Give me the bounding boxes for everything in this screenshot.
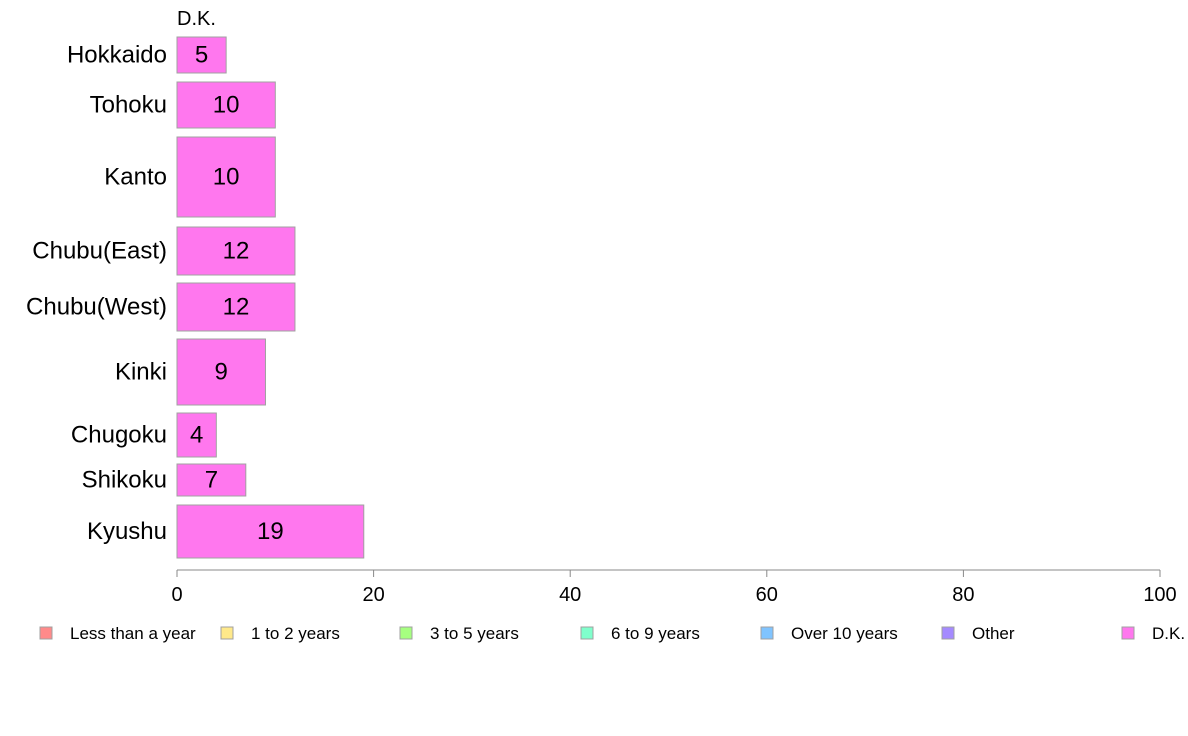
category-label: Hokkaido (67, 42, 167, 69)
category-label: Kinki (115, 359, 167, 386)
bar (176, 226, 296, 276)
category-label: Chubu(East) (32, 238, 167, 265)
bar-value-label: 12 (223, 294, 250, 321)
legend-label: D.K. (1152, 624, 1185, 643)
series-header: D.K. (177, 8, 216, 30)
x-tick-label: 0 (171, 584, 182, 606)
legend-label: Less than a year (70, 624, 196, 643)
x-axis-ticks: 0 20 40 60 80 100 (171, 570, 1177, 606)
bar-value-label: 4 (190, 422, 203, 449)
x-tick-label: 100 (1143, 584, 1176, 606)
bar-value-label: 10 (213, 164, 240, 191)
legend-swatch (39, 626, 53, 640)
bars-layer: Hokkaido 5 Tohoku 10 Kanto 10 Chubu(East) 12 Chu… (26, 36, 365, 559)
legend-swatch (399, 626, 413, 640)
legend-swatch (760, 626, 774, 640)
bar (176, 136, 276, 218)
legend-swatch (220, 626, 234, 640)
bar (176, 504, 365, 559)
bar-value-label: 12 (223, 238, 250, 265)
category-label: Kanto (104, 164, 167, 191)
bar (176, 36, 227, 74)
bar-value-label: 19 (257, 518, 284, 545)
bar-value-label: 5 (195, 42, 208, 69)
category-label: Chubu(West) (26, 294, 167, 321)
category-label: Kyushu (87, 518, 167, 545)
bar (176, 282, 296, 332)
bar (176, 412, 217, 458)
bar-value-label: 9 (215, 359, 228, 386)
legend-label: Other (972, 624, 1015, 643)
legend-swatch (580, 626, 594, 640)
x-tick-label: 40 (559, 584, 581, 606)
x-tick-label: 20 (362, 584, 384, 606)
bar (176, 81, 276, 129)
category-label: Tohoku (90, 92, 167, 119)
legend-label: Over 10 years (791, 624, 898, 643)
legend-swatch (941, 626, 955, 640)
bar-value-label: 10 (213, 92, 240, 119)
legend-swatch (1121, 626, 1135, 640)
bar-value-label: 7 (205, 467, 218, 494)
legend-label: 3 to 5 years (430, 624, 519, 643)
x-tick-label: 80 (952, 584, 974, 606)
category-label: Shikoku (82, 467, 167, 494)
category-label: Chugoku (71, 422, 167, 449)
bar (176, 338, 266, 406)
bar (176, 463, 247, 497)
legend: Less than a year 1 to 2 years 3 to 5 years… (39, 624, 1185, 643)
legend-label: 1 to 2 years (251, 624, 340, 643)
legend-label: 6 to 9 years (611, 624, 700, 643)
x-tick-label: 60 (756, 584, 778, 606)
